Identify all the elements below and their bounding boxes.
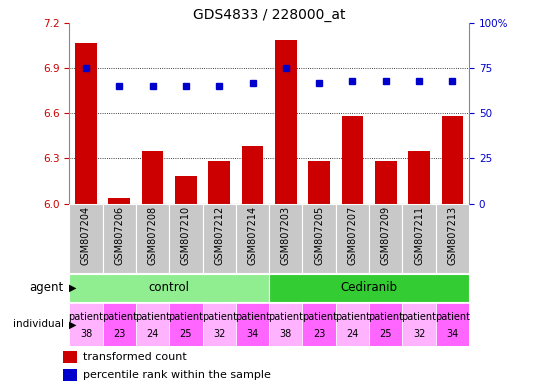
Text: patient: patient	[135, 312, 170, 322]
Text: 24: 24	[147, 329, 159, 339]
Text: patient: patient	[435, 312, 470, 322]
Bar	[269, 274, 469, 302]
Text: patient: patient	[235, 312, 270, 322]
Bar	[308, 161, 330, 204]
Bar	[75, 43, 97, 204]
Text: patient: patient	[201, 312, 237, 322]
Bar	[402, 204, 436, 273]
Text: GSM807208: GSM807208	[148, 205, 158, 265]
Text: 25: 25	[379, 329, 392, 339]
Bar	[336, 204, 369, 273]
Text: patient: patient	[401, 312, 437, 322]
Bar	[203, 204, 236, 273]
Text: patient: patient	[268, 312, 303, 322]
Text: 32: 32	[213, 329, 225, 339]
Bar	[136, 303, 169, 346]
Bar	[408, 151, 430, 204]
Text: patient: patient	[368, 312, 403, 322]
Text: GSM807214: GSM807214	[247, 205, 257, 265]
Text: GSM807206: GSM807206	[114, 205, 124, 265]
Bar	[136, 204, 169, 273]
Bar	[69, 303, 102, 346]
Bar	[269, 303, 303, 346]
Bar	[63, 351, 77, 363]
Text: GSM807203: GSM807203	[281, 205, 291, 265]
Text: 34: 34	[246, 329, 259, 339]
Text: GSM807210: GSM807210	[181, 205, 191, 265]
Bar	[436, 204, 469, 273]
Text: 25: 25	[180, 329, 192, 339]
Text: ▶: ▶	[69, 319, 76, 329]
Bar	[342, 116, 364, 204]
Text: patient: patient	[168, 312, 204, 322]
Bar	[269, 204, 303, 273]
Text: GSM807205: GSM807205	[314, 205, 324, 265]
Text: patient: patient	[335, 312, 370, 322]
Bar	[69, 274, 269, 302]
Bar	[203, 303, 236, 346]
Text: 23: 23	[113, 329, 125, 339]
Bar	[436, 303, 469, 346]
Text: GSM807213: GSM807213	[447, 205, 457, 265]
Bar	[402, 303, 436, 346]
Text: GSM807204: GSM807204	[81, 205, 91, 265]
Bar	[236, 204, 269, 273]
Text: 23: 23	[313, 329, 325, 339]
Text: control: control	[149, 281, 190, 294]
Bar	[108, 197, 130, 204]
Title: GDS4833 / 228000_at: GDS4833 / 228000_at	[193, 8, 345, 22]
Bar	[275, 40, 297, 204]
Text: patient: patient	[302, 312, 337, 322]
Text: agent: agent	[30, 281, 64, 295]
Text: 34: 34	[446, 329, 458, 339]
Text: transformed count: transformed count	[83, 352, 187, 362]
Bar	[142, 151, 164, 204]
Text: GSM807212: GSM807212	[214, 205, 224, 265]
Bar	[63, 369, 77, 381]
Text: 24: 24	[346, 329, 359, 339]
Text: Cediranib: Cediranib	[341, 281, 398, 294]
Text: 38: 38	[280, 329, 292, 339]
Bar	[236, 303, 269, 346]
Bar	[441, 116, 463, 204]
Text: GSM807209: GSM807209	[381, 205, 391, 265]
Text: 38: 38	[80, 329, 92, 339]
Bar	[102, 303, 136, 346]
Bar	[208, 161, 230, 204]
Text: 32: 32	[413, 329, 425, 339]
Bar	[369, 204, 402, 273]
Text: patient: patient	[102, 312, 137, 322]
Text: GSM807207: GSM807207	[348, 205, 358, 265]
Bar	[102, 204, 136, 273]
Bar	[175, 177, 197, 204]
Text: patient: patient	[68, 312, 103, 322]
Bar	[369, 303, 402, 346]
Text: GSM807211: GSM807211	[414, 205, 424, 265]
Bar	[169, 303, 203, 346]
Bar	[169, 204, 203, 273]
Bar	[303, 204, 336, 273]
Bar	[303, 303, 336, 346]
Bar	[241, 146, 263, 204]
Bar	[375, 161, 397, 204]
Text: percentile rank within the sample: percentile rank within the sample	[83, 370, 271, 380]
Bar	[336, 303, 369, 346]
Bar	[69, 204, 102, 273]
Text: ▶: ▶	[69, 283, 76, 293]
Text: individual: individual	[13, 319, 64, 329]
